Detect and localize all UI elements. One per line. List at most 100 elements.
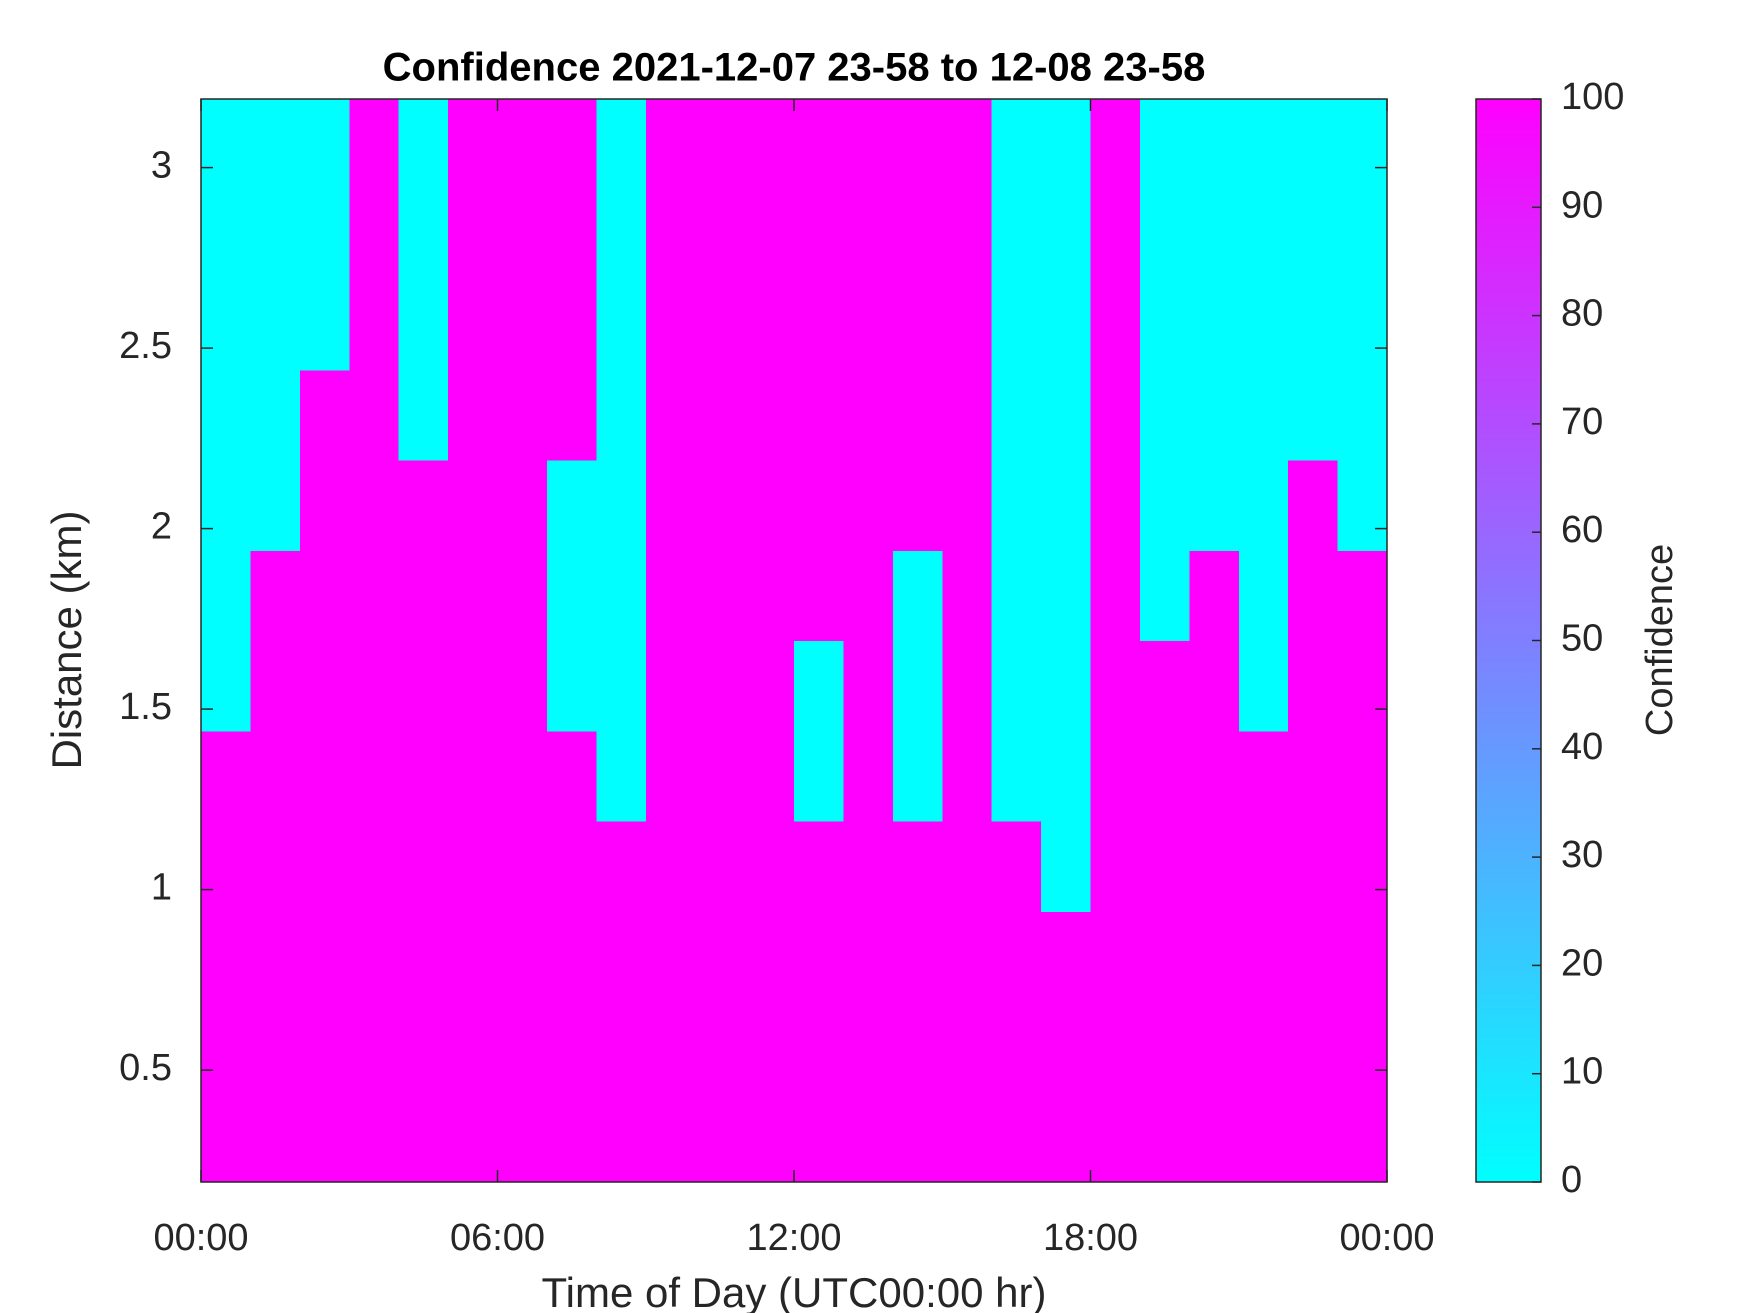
heatmap-cell — [1189, 821, 1240, 912]
heatmap-cell — [794, 460, 844, 551]
heatmap-cell — [744, 279, 795, 371]
heatmap-cell — [398, 730, 449, 822]
y-tick-label: 0.5 — [119, 1047, 172, 1089]
heatmap-cell — [299, 99, 350, 190]
heatmap-cell — [1238, 460, 1289, 551]
colorbar-tick-label: 70 — [1561, 401, 1603, 443]
heatmap-cell — [1238, 730, 1289, 822]
heatmap-cell — [942, 911, 993, 1002]
heatmap-cell — [201, 189, 251, 280]
heatmap-cell — [1337, 1091, 1388, 1183]
heatmap-cell — [546, 821, 597, 912]
heatmap-cell — [892, 460, 943, 551]
heatmap-cell — [546, 1001, 597, 1093]
colorbar-tick-label: 30 — [1561, 834, 1603, 876]
heatmap-cell — [201, 640, 251, 732]
heatmap-cell — [991, 460, 1042, 551]
heatmap-cell — [1189, 99, 1240, 190]
heatmap-cell — [1139, 1001, 1190, 1093]
x-tick-label: 06:00 — [450, 1217, 545, 1259]
heatmap-cell — [1041, 730, 1091, 822]
heatmap-cell — [448, 640, 498, 732]
heatmap-cell — [794, 730, 844, 822]
heatmap-cell — [201, 99, 251, 190]
heatmap-cell — [1139, 460, 1190, 551]
heatmap-cell — [744, 369, 795, 461]
heatmap-cell — [892, 1091, 943, 1183]
heatmap-cell — [843, 730, 894, 822]
heatmap-cell — [1189, 1091, 1240, 1183]
heatmap-cell — [1337, 730, 1388, 822]
heatmap-cell — [1041, 550, 1091, 641]
heatmap-cell — [1288, 189, 1339, 280]
heatmap-cell — [448, 460, 498, 551]
heatmap-cell — [596, 460, 647, 551]
heatmap-cell — [1139, 1091, 1190, 1183]
heatmap-cell — [1288, 730, 1339, 822]
heatmap-cell — [546, 99, 597, 190]
heatmap-cell — [546, 460, 597, 551]
heatmap-cell — [1238, 1091, 1289, 1183]
heatmap-cell — [497, 279, 548, 371]
heatmap-cell — [1041, 369, 1091, 461]
heatmap-cell — [1189, 189, 1240, 280]
colorbar-tick-label: 100 — [1561, 76, 1624, 118]
heatmap-cell — [991, 821, 1042, 912]
heatmap-cell — [645, 99, 696, 190]
heatmap-cell — [596, 1091, 647, 1183]
colorbar — [1475, 98, 1542, 1183]
heatmap-cell — [1139, 730, 1190, 822]
heatmap-cell — [497, 911, 548, 1002]
heatmap-cell — [448, 1091, 498, 1183]
heatmap-cell — [250, 730, 301, 822]
heatmap-cell — [1041, 99, 1091, 190]
heatmap-cell — [645, 550, 696, 641]
heatmap-cell — [448, 189, 498, 280]
colorbar-tick-label: 0 — [1561, 1159, 1582, 1201]
heatmap-cell — [1090, 550, 1141, 641]
heatmap-cell — [448, 911, 498, 1002]
heatmap-cell — [744, 1001, 795, 1093]
heatmap-cell — [794, 279, 844, 371]
heatmap-cell — [1337, 1001, 1388, 1093]
heatmap-cell — [794, 189, 844, 280]
heatmap-cell — [794, 369, 844, 461]
heatmap-cell — [645, 369, 696, 461]
heatmap-cell — [645, 640, 696, 732]
heatmap-cell — [299, 460, 350, 551]
heatmap-cell — [596, 369, 647, 461]
heatmap-cell — [695, 911, 746, 1002]
heatmap-cells — [201, 99, 1388, 1183]
heatmap-cell — [1238, 189, 1289, 280]
heatmap-cell — [645, 821, 696, 912]
heatmap-cell — [1041, 279, 1091, 371]
heatmap-cell — [1288, 550, 1339, 641]
x-axis-label: Time of Day (UTC00:00 hr) — [542, 1269, 1047, 1313]
heatmap-cell — [1139, 911, 1190, 1002]
heatmap-cell — [645, 1091, 696, 1183]
heatmap-cell — [991, 189, 1042, 280]
heatmap-cell — [448, 730, 498, 822]
heatmap-cell — [250, 189, 301, 280]
heatmap-cell — [497, 369, 548, 461]
heatmap-cell — [596, 99, 647, 190]
heatmap-cell — [1288, 279, 1339, 371]
heatmap-cell — [349, 550, 400, 641]
heatmap-cell — [1090, 1001, 1141, 1093]
heatmap-cell — [349, 821, 400, 912]
y-axis-label: Distance (km) — [43, 510, 90, 769]
heatmap-cell — [794, 911, 844, 1002]
heatmap-cell — [201, 460, 251, 551]
colorbar-tick-label: 50 — [1561, 618, 1603, 660]
heatmap-cell — [1139, 550, 1190, 641]
heatmap-cell — [448, 369, 498, 461]
heatmap-cell — [1041, 821, 1091, 912]
x-tick-label: 00:00 — [153, 1217, 248, 1259]
heatmap-cell — [942, 279, 993, 371]
heatmap-cell — [398, 279, 449, 371]
x-tick-label: 00:00 — [1339, 1217, 1434, 1259]
heatmap-cell — [892, 99, 943, 190]
heatmap-cell — [1337, 460, 1388, 551]
heatmap-cell — [448, 279, 498, 371]
heatmap-cell — [991, 640, 1042, 732]
